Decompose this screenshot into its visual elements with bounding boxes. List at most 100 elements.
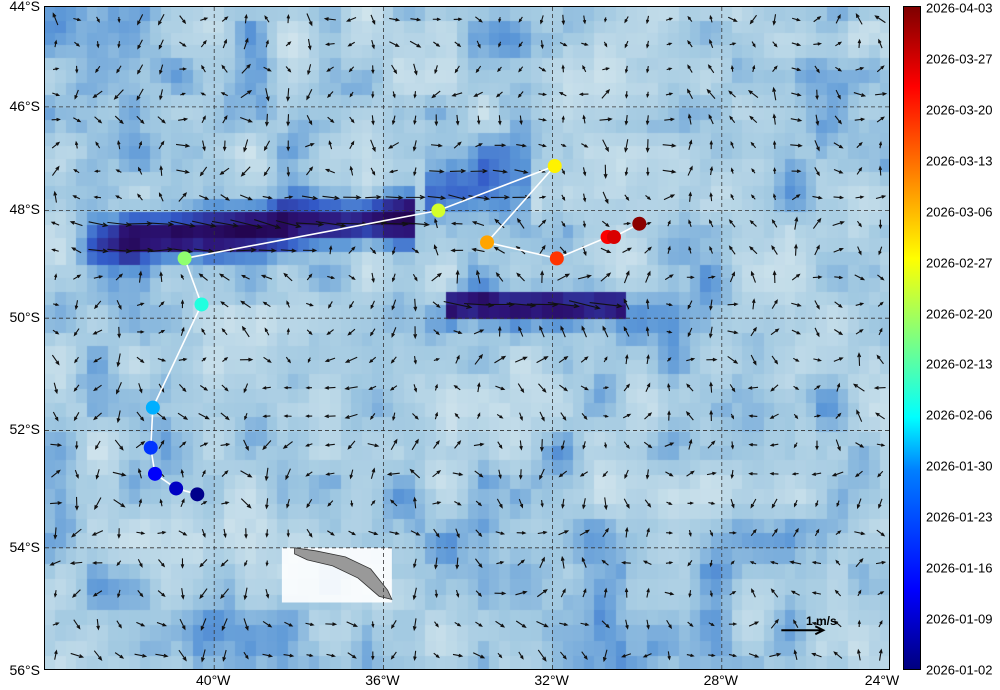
velocity-arrow bbox=[666, 357, 672, 362]
velocity-arrow bbox=[876, 529, 886, 537]
velocity-arrow bbox=[834, 115, 843, 125]
velocity-arrow bbox=[560, 588, 566, 598]
velocity-arrow bbox=[666, 619, 672, 630]
velocity-arrow bbox=[539, 325, 545, 338]
velocity-arrow bbox=[539, 468, 545, 480]
velocity-arrow bbox=[114, 115, 124, 125]
velocity-arrow bbox=[265, 88, 270, 102]
velocity-arrow bbox=[386, 472, 400, 477]
velocity-arrow bbox=[116, 382, 122, 395]
velocity-arrow bbox=[239, 194, 253, 201]
velocity-arrow bbox=[685, 411, 694, 421]
velocity-arrow bbox=[643, 441, 653, 449]
velocity-arrow bbox=[497, 441, 503, 450]
velocity-arrow bbox=[117, 326, 122, 339]
velocity-arrow bbox=[389, 499, 398, 507]
velocity-arrow bbox=[170, 220, 196, 228]
velocity-arrow bbox=[431, 90, 441, 99]
velocity-arrow bbox=[516, 217, 525, 229]
velocity-arrow bbox=[306, 329, 313, 336]
velocity-arrow bbox=[855, 558, 864, 568]
velocity-arrow bbox=[560, 412, 567, 421]
velocity-arrow bbox=[53, 590, 58, 598]
velocity-arrow bbox=[431, 272, 442, 282]
velocity-arrow bbox=[387, 142, 400, 149]
velocity-arrow bbox=[159, 89, 163, 101]
velocity-arrow bbox=[432, 301, 441, 308]
velocity-arrow bbox=[646, 619, 650, 630]
velocity-arrow bbox=[750, 141, 757, 149]
velocity-arrow bbox=[751, 41, 756, 48]
velocity-arrow bbox=[53, 527, 58, 540]
velocity-arrow bbox=[369, 413, 376, 421]
velocity-arrow bbox=[492, 169, 509, 174]
velocity-arrow bbox=[179, 441, 187, 448]
velocity-arrow bbox=[791, 42, 802, 47]
velocity-arrow bbox=[263, 66, 272, 72]
velocity-arrow bbox=[624, 91, 629, 99]
velocity-arrow bbox=[750, 194, 756, 200]
velocity-arrow bbox=[516, 143, 527, 148]
velocity-arrow bbox=[222, 115, 228, 124]
velocity-arrow bbox=[323, 17, 336, 21]
velocity-arrow bbox=[790, 143, 803, 148]
velocity-arrow bbox=[389, 531, 400, 536]
velocity-arrow bbox=[93, 650, 103, 661]
velocity-arrow bbox=[52, 329, 60, 335]
velocity-arrow bbox=[559, 42, 568, 47]
velocity-arrow bbox=[243, 618, 249, 632]
velocity-arrow bbox=[159, 165, 163, 176]
velocity-arrow bbox=[707, 275, 716, 279]
velocity-arrow bbox=[180, 92, 186, 96]
velocity-arrow bbox=[368, 385, 377, 390]
velocity-arrow bbox=[706, 471, 717, 476]
velocity-arrow bbox=[434, 114, 439, 127]
velocity-arrow bbox=[263, 356, 272, 363]
velocity-arrow bbox=[645, 270, 651, 283]
velocity-arrow bbox=[814, 414, 822, 418]
velocity-arrow bbox=[621, 561, 631, 565]
velocity-arrow bbox=[427, 195, 447, 201]
velocity-arrow bbox=[750, 326, 757, 337]
velocity-arrow bbox=[582, 588, 587, 598]
velocity-arrow bbox=[286, 300, 290, 308]
velocity-arrow bbox=[306, 302, 314, 307]
velocity-arrow bbox=[581, 556, 587, 568]
velocity-arrow bbox=[666, 42, 673, 46]
velocity-arrow bbox=[582, 498, 586, 510]
velocity-arrow bbox=[730, 193, 735, 201]
velocity-arrow bbox=[236, 247, 257, 253]
velocity-arrow bbox=[645, 139, 650, 153]
velocity-arrow bbox=[515, 620, 527, 628]
velocity-arrow bbox=[72, 589, 81, 598]
velocity-arrow bbox=[433, 244, 439, 256]
velocity-arrow bbox=[477, 412, 481, 419]
velocity-arrow bbox=[202, 140, 206, 152]
velocity-arrow bbox=[74, 469, 79, 479]
velocity-arrow bbox=[686, 470, 695, 477]
velocity-arrow bbox=[74, 300, 79, 311]
velocity-arrow bbox=[306, 166, 314, 176]
velocity-arrow bbox=[706, 88, 716, 99]
velocity-arrow bbox=[158, 559, 166, 568]
velocity-arrow bbox=[468, 195, 491, 201]
velocity-arrow bbox=[794, 243, 798, 256]
velocity-arrow bbox=[878, 619, 883, 628]
velocity-arrow bbox=[646, 91, 650, 99]
velocity-arrow bbox=[581, 651, 588, 661]
velocity-arrow bbox=[218, 273, 230, 281]
velocity-arrow bbox=[687, 621, 694, 628]
velocity-arrow bbox=[302, 248, 318, 253]
velocity-arrow bbox=[662, 143, 677, 148]
velocity-arrow bbox=[53, 190, 58, 203]
velocity-arrow bbox=[625, 619, 629, 630]
velocity-arrow bbox=[538, 143, 547, 148]
velocity-arrow bbox=[601, 220, 610, 228]
velocity-arrow bbox=[602, 67, 611, 71]
velocity-arrow bbox=[538, 92, 548, 97]
velocity-arrow bbox=[603, 164, 608, 180]
velocity-arrow bbox=[875, 195, 887, 200]
velocity-arrow bbox=[667, 245, 671, 254]
velocity-arrow bbox=[371, 115, 375, 126]
velocity-arrow bbox=[324, 168, 335, 174]
